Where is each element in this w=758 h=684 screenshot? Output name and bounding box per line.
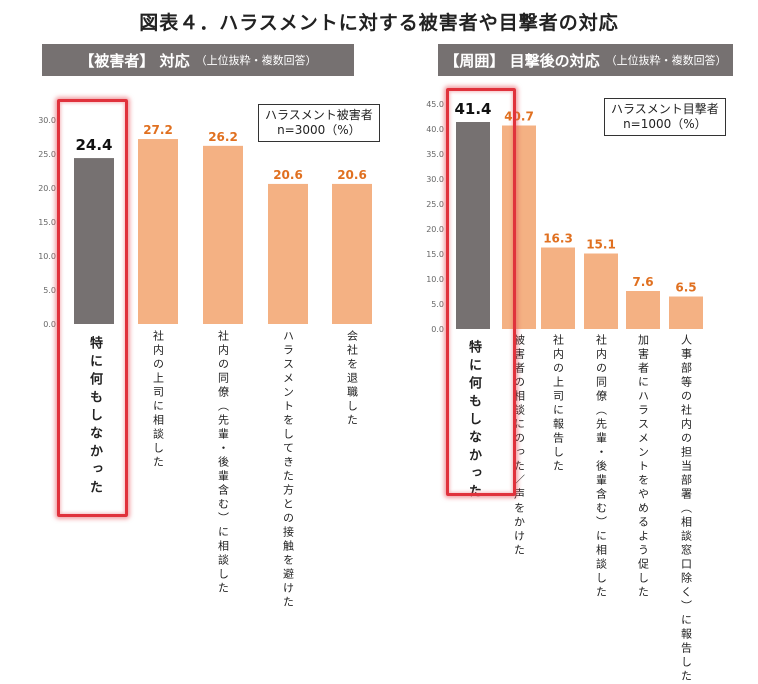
right-bar-value-label: 7.6 [632, 275, 653, 289]
left-bar [268, 183, 308, 324]
left-ytick-label: 15.0 [38, 218, 56, 227]
left-ytick-label: 10.0 [38, 252, 56, 261]
left-bar-value-label: 24.4 [75, 136, 112, 154]
left-category-label: 社内の同僚（先輩・後輩含む）に相談した [216, 330, 230, 596]
right-bar [626, 291, 660, 329]
left-panel-header-title: 【被害者】 対応 [79, 51, 190, 70]
left-legend-line-2: n=3000（%） [277, 123, 361, 137]
left-ytick-label: 25.0 [38, 150, 56, 159]
right-ytick-label: 0.0 [431, 325, 444, 334]
left-legend-box: ハラスメント被害者 n=3000（%） [258, 104, 380, 142]
right-legend-box: ハラスメント目撃者 n=1000（%） [604, 98, 726, 136]
left-legend-line-1: ハラスメント被害者 [265, 108, 373, 122]
right-ytick-label: 20.0 [426, 225, 444, 234]
left-panel-header-note: （上位抜粋・複数回答） [195, 54, 317, 67]
right-highlight-box [446, 88, 516, 496]
right-ytick-label: 40.0 [426, 125, 444, 134]
right-ytick-label: 5.0 [431, 300, 444, 309]
right-bar-value-label: 41.4 [454, 100, 491, 118]
right-bar [541, 247, 575, 329]
right-ytick-label: 10.0 [426, 275, 444, 284]
right-panel-header-title: 【周囲】 目撃後の対応 [444, 51, 600, 70]
right-bar [584, 253, 618, 329]
left-bar [332, 183, 372, 324]
right-bar-value-label: 15.1 [586, 238, 616, 252]
left-bar [138, 139, 178, 324]
left-panel-header: 【被害者】 対応 （上位抜粋・複数回答） [42, 44, 354, 76]
right-category-label: 特に何もしなかった [466, 340, 481, 502]
left-bar-value-label: 26.2 [208, 130, 238, 144]
right-panel-header: 【周囲】 目撃後の対応 （上位抜粋・複数回答） [438, 44, 733, 76]
left-category-label: 会社を退職した [345, 330, 359, 428]
left-highlight-box [57, 99, 128, 517]
right-category-label: 社内の上司に報告した [551, 334, 565, 474]
right-ytick-label: 25.0 [426, 200, 444, 209]
right-bar [502, 125, 536, 329]
right-legend-line-1: ハラスメント目撃者 [611, 102, 719, 116]
right-legend-line-2: n=1000（%） [623, 117, 707, 131]
victim-response-chart: 0.0 5.0 10.0 15.0 20.0 25.0 30.0 24.4 27.2 26.2 20… [38, 116, 372, 329]
right-bar-value-label: 40.7 [504, 110, 534, 124]
left-bar [203, 145, 243, 324]
left-ytick-label: 20.0 [38, 184, 56, 193]
right-panel-header-note: （上位抜粋・複数回答） [605, 54, 727, 67]
left-category-label: 特に何もしなかった [87, 336, 102, 498]
right-ytick-label: 15.0 [426, 250, 444, 259]
right-bar [456, 122, 490, 329]
left-bar-value-label: 20.6 [273, 168, 303, 182]
left-bar [74, 158, 114, 324]
left-ytick-label: 0.0 [43, 320, 56, 329]
right-bar-value-label: 6.5 [675, 281, 696, 295]
main-title: 図表４．ハラスメントに対する被害者や目撃者の対応 [139, 12, 619, 34]
left-ytick-label: 5.0 [43, 286, 56, 295]
right-category-label: 人事部等の社内の担当部署（相談窓口除く）に報告した [679, 334, 693, 684]
left-category-label: 社内の上司に相談した [151, 330, 165, 470]
right-bar-value-label: 16.3 [543, 232, 573, 246]
left-category-label: ハラスメントをしてきた方との接触を避けた [281, 330, 295, 610]
right-category-label: 加害者にハラスメントをやめるよう促した [636, 334, 650, 600]
right-ytick-label: 45.0 [426, 100, 444, 109]
left-bar-value-label: 27.2 [143, 123, 173, 137]
right-ytick-label: 35.0 [426, 150, 444, 159]
right-category-label: 社内の同僚（先輩・後輩含む）に相談した [594, 334, 608, 600]
right-ytick-label: 30.0 [426, 175, 444, 184]
witness-response-chart: 0.0 5.0 10.0 15.0 20.0 25.0 30.0 35.0 40.0 45.0 41… [426, 100, 703, 334]
left-bar-value-label: 20.6 [337, 168, 367, 182]
right-bar [669, 296, 703, 329]
left-ytick-label: 30.0 [38, 116, 56, 125]
